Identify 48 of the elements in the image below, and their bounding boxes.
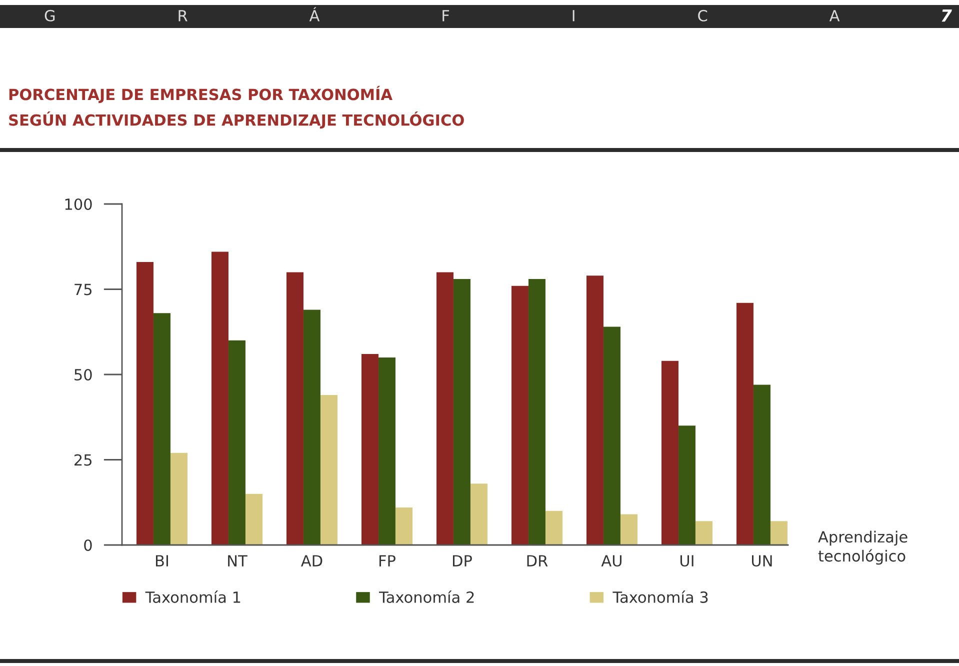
bar xyxy=(303,310,320,545)
x-tick-label: BI xyxy=(156,555,168,566)
text: 7 xyxy=(942,9,952,22)
bar xyxy=(661,360,678,545)
bar xyxy=(678,426,696,545)
y-tick-label: 100 xyxy=(65,198,92,210)
x-tick-label: DP xyxy=(452,555,472,566)
bar xyxy=(511,286,528,545)
bar xyxy=(136,262,154,545)
bar xyxy=(528,279,546,545)
bar xyxy=(470,484,488,545)
x-tick-label: AD xyxy=(300,555,322,566)
bar xyxy=(170,452,188,545)
bar xyxy=(436,272,454,545)
bar xyxy=(228,340,246,545)
bar xyxy=(378,357,396,545)
bar xyxy=(153,313,170,545)
x-tick-label: FP xyxy=(379,555,396,566)
legend-label: Taxonomía 3 xyxy=(612,590,708,603)
bar xyxy=(320,394,338,545)
bar xyxy=(395,507,412,545)
x-axis-title: Aprendizaje tecnológico xyxy=(818,530,908,565)
bar xyxy=(753,384,770,545)
bar xyxy=(586,276,604,545)
chart-title: PORCENTAJE DE EMPRESAS POR TAXONOMÍA SEGÚN ACTIVIDADES DE APRENDIZAJE TECNOLÓGICO xyxy=(9,86,464,129)
text: G R Á F I C A xyxy=(44,7,840,22)
legend-label: Taxonomía 2 xyxy=(378,590,474,603)
legend-label: Taxonomía 1 xyxy=(145,590,240,603)
bar xyxy=(695,521,712,545)
x-tick-label: UI xyxy=(680,555,694,567)
bar xyxy=(245,494,262,545)
bar xyxy=(736,302,754,545)
y-tick-label: 0 xyxy=(84,539,92,552)
bar xyxy=(453,279,470,545)
bar xyxy=(545,510,562,545)
x-tick-label: DR xyxy=(527,555,548,566)
bar xyxy=(361,354,378,545)
bar xyxy=(620,514,638,545)
x-tick-label: UN xyxy=(752,555,772,567)
bar xyxy=(286,272,304,545)
bar xyxy=(770,521,788,545)
x-tick-label: AU xyxy=(601,555,622,567)
y-tick-label: 75 xyxy=(74,284,92,296)
bar xyxy=(603,326,620,545)
x-tick-label: NT xyxy=(228,555,248,566)
bar xyxy=(211,252,228,545)
y-tick-label: 50 xyxy=(74,368,92,381)
y-tick-label: 25 xyxy=(74,454,92,466)
